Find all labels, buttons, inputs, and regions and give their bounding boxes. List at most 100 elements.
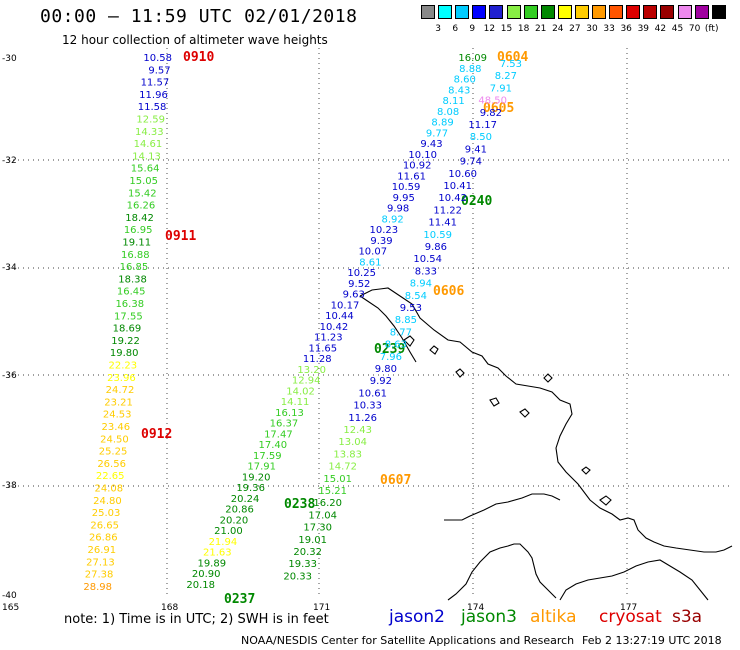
island-1: [403, 335, 415, 347]
wave-height-value: 19.20: [242, 472, 271, 483]
pass-label-0605: 0605: [483, 101, 514, 116]
wave-height-value: 8.61: [359, 257, 381, 268]
wave-height-value: 24.50: [100, 434, 129, 445]
wave-height-value: 23.46: [101, 422, 130, 433]
pass-label-0607: 0607: [380, 473, 411, 488]
wave-height-value: 13.83: [333, 449, 362, 460]
wave-height-value: 22.23: [108, 361, 137, 372]
wave-height-value: 8.54: [405, 291, 427, 302]
pass-label-0911: 0911: [165, 229, 196, 244]
wave-height-value: 8.92: [381, 214, 403, 225]
wave-height-value: 9.41: [465, 144, 487, 155]
wave-height-value: 10.58: [143, 53, 172, 64]
wave-height-value: 10.54: [413, 254, 442, 265]
legend-swatch: [540, 5, 555, 19]
track-altika-values: 7.538.277.9148.509.8211.178.509.419.7410…: [283, 59, 522, 582]
wave-height-value: 18.69: [113, 324, 142, 335]
legend-jason2: jason2: [389, 607, 445, 627]
wave-height-value: 17.04: [308, 510, 337, 521]
wave-height-value: 14.02: [286, 386, 315, 397]
wave-height-value: 19.22: [111, 336, 140, 347]
wave-height-value: 21.63: [203, 548, 232, 559]
legend-tick-label: 12: [483, 24, 496, 34]
coastline: [359, 287, 733, 601]
island-8: [581, 466, 591, 475]
wave-height-value: 19.89: [197, 558, 226, 569]
legend-tick-label: 27: [569, 24, 581, 34]
legend-swatch: [489, 5, 504, 19]
wave-height-value: 16.88: [121, 250, 150, 261]
lat-tick: -38: [2, 481, 17, 491]
wave-height-value: 10.61: [358, 388, 387, 399]
wave-height-value: 17.59: [253, 451, 282, 462]
wave-height-value: 14.33: [135, 127, 164, 138]
wave-height-value: 8.43: [448, 85, 470, 96]
pass-label-0604: 0604: [497, 50, 528, 65]
wave-height-value: 15.01: [323, 474, 352, 485]
wave-height-value: 15.21: [318, 486, 347, 497]
pass-label-0238: 0238: [284, 497, 315, 512]
credit-line: NOAA/NESDIS Center for Satellite Applica…: [241, 634, 575, 647]
wave-height-value: 8.94: [410, 279, 432, 290]
wave-height-value: 9.92: [370, 376, 392, 387]
wave-height-value: 10.33: [353, 401, 382, 412]
wave-height-value: 14.72: [328, 462, 357, 473]
wave-height-value: 10.23: [370, 225, 399, 236]
color-scale-legend: 3 6 9 12 15 18 21 24 27 30 33 36 39 42 45 70 (ft): [421, 5, 729, 41]
lon-tick: 177: [620, 603, 637, 613]
pass-label-0237: 0237: [224, 592, 255, 607]
wave-height-value: 10.42: [320, 322, 349, 333]
wave-height-value: 15.42: [128, 188, 157, 199]
wave-height-value: 7.96: [380, 352, 402, 363]
wave-height-value: 9.86: [425, 242, 447, 253]
island-5: [519, 408, 530, 418]
wave-height-value: 16.95: [124, 225, 153, 236]
wave-height-value: 25.03: [92, 508, 121, 519]
lon-tick: 171: [313, 603, 330, 613]
island-2: [429, 345, 439, 355]
lon-tick: 174: [467, 603, 484, 613]
wave-height-value: 7.53: [500, 59, 522, 70]
wave-height-value: 10.59: [392, 182, 421, 193]
north-island-coastline: [359, 287, 733, 553]
wave-height-value: 11.23: [314, 333, 343, 344]
wave-height-value: 9.95: [393, 193, 415, 204]
wave-height-value: 8.89: [431, 118, 453, 129]
wave-height-value: 8.33: [415, 266, 437, 277]
chart-subtitle: 12 hour collection of altimeter wave hei…: [62, 33, 328, 47]
wave-height-value: 28.98: [83, 582, 112, 593]
southern-coastline: [447, 543, 557, 601]
legend-tick-label: 6: [452, 24, 459, 34]
track-jason3-values: 16.098.888.608.438.118.088.899.779.4310.…: [186, 53, 487, 591]
wave-height-value: 16.45: [117, 287, 146, 298]
wave-height-value: 23.96: [107, 373, 136, 384]
wave-height-value: 16.85: [120, 262, 149, 273]
wave-height-value: 16.26: [127, 201, 156, 212]
wave-height-value: 20.32: [293, 547, 322, 558]
wave-height-value: 11.65: [308, 343, 337, 354]
pass-labels: 0910 0911 0912 0604 0605 0606 0607 0240 …: [141, 50, 528, 607]
pass-label-0240: 0240: [461, 194, 492, 209]
wave-height-value: 11.22: [433, 205, 462, 216]
wave-height-value: 10.59: [423, 230, 452, 241]
pass-label-0912: 0912: [141, 427, 172, 442]
track-cryosat-values: 10.589.5711.5711.9611.5812.5914.3314.611…: [83, 53, 172, 593]
wave-height-value: 8.88: [459, 64, 481, 75]
wave-height-value: 10.17: [331, 300, 360, 311]
legend-tick-label: 18: [517, 24, 530, 34]
wave-height-value: 11.58: [138, 102, 167, 113]
wave-height-value: 25.25: [99, 447, 128, 458]
wave-height-value: 11.96: [139, 90, 168, 101]
wave-height-value: 11.41: [428, 218, 457, 229]
island-7: [599, 495, 612, 506]
wave-height-value: 9.82: [480, 108, 502, 119]
wave-height-value: 7.91: [490, 83, 512, 94]
wave-height-value: 15.64: [131, 164, 160, 175]
wave-height-value: 22.65: [96, 471, 125, 482]
west-coastline: [359, 295, 417, 363]
legend-tick-label: (ft): [704, 24, 719, 34]
generation-timestamp: Feb 2 13:27:19 UTC 2018: [582, 634, 722, 647]
wave-height-value: 12.94: [292, 376, 321, 387]
pass-label-0239: 0239: [374, 342, 405, 357]
